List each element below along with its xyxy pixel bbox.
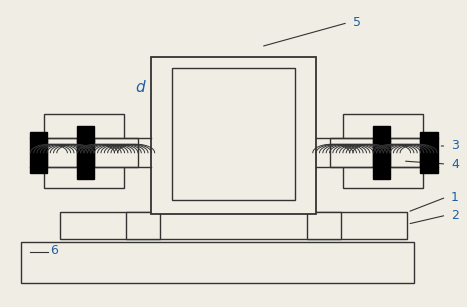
Bar xyxy=(343,115,424,188)
Text: 4: 4 xyxy=(451,157,459,170)
Bar xyxy=(60,212,407,239)
Bar xyxy=(330,138,373,167)
Bar xyxy=(420,132,438,173)
Text: 1: 1 xyxy=(451,191,459,204)
Bar xyxy=(47,138,77,167)
Bar xyxy=(390,138,420,167)
Bar xyxy=(43,115,124,188)
Bar xyxy=(21,242,414,283)
Bar xyxy=(126,212,160,239)
Bar xyxy=(307,212,341,239)
Text: 5: 5 xyxy=(354,16,361,29)
Text: 3: 3 xyxy=(451,139,459,153)
Bar xyxy=(151,57,316,214)
Bar xyxy=(172,68,295,200)
Bar xyxy=(373,126,390,179)
Bar xyxy=(77,126,94,179)
Bar xyxy=(94,138,138,167)
Text: 6: 6 xyxy=(50,244,58,257)
Text: 2: 2 xyxy=(451,209,459,222)
Bar xyxy=(30,132,47,173)
Text: d: d xyxy=(135,80,144,95)
